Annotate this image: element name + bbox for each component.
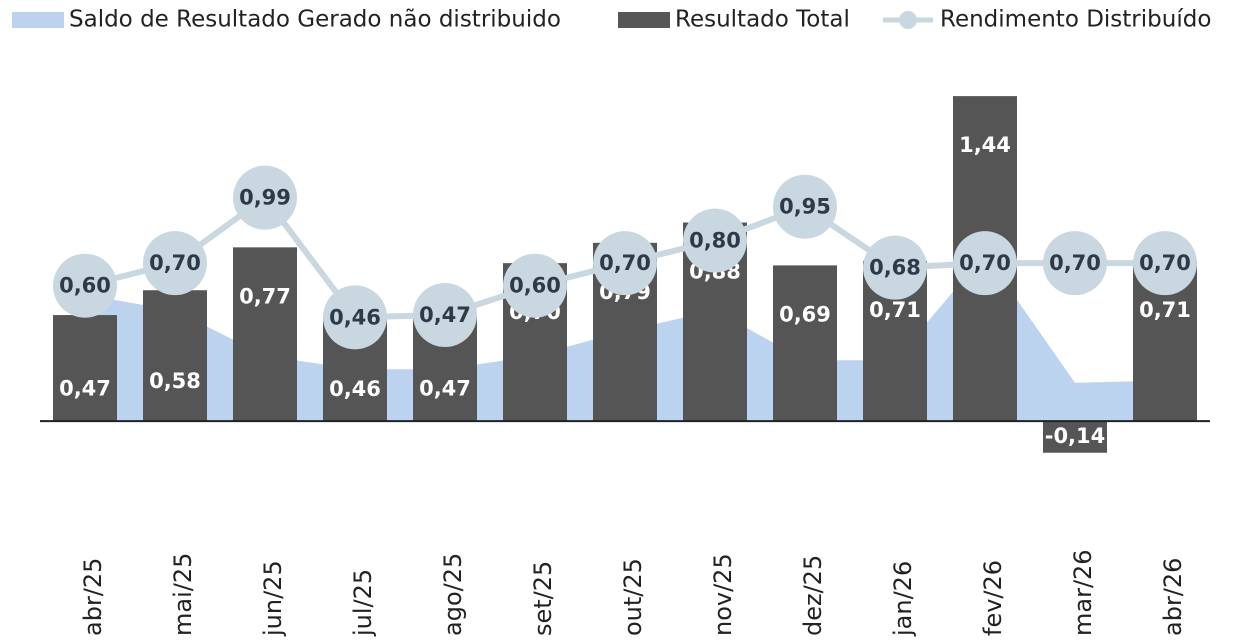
bar-label: 0,47 [59,376,111,400]
legend-label: Rendimento Distribuído [940,7,1211,33]
line-marker [503,253,567,318]
bar-label: 0,71 [1139,298,1191,322]
x-tick-label: nov/25 [709,553,737,636]
legend-swatch [618,12,670,28]
line-marker [143,231,207,296]
x-tick-label: jan/26 [889,561,917,637]
line-label: 0,95 [779,195,831,219]
line-label: 0,70 [1049,251,1101,275]
bar [233,247,297,422]
bar-label: 0,58 [149,369,201,393]
x-tick-label: out/25 [619,558,647,636]
line-marker [593,231,657,296]
line-marker [683,208,747,273]
bar-label: 1,44 [959,133,1011,157]
line-marker [1043,231,1107,296]
legend-label: Resultado Total [675,7,850,33]
line-label: 0,68 [869,256,921,280]
bar-label: -0,14 [1045,424,1106,448]
line-label: 0,80 [689,229,741,253]
line-marker [1133,231,1197,296]
line-label: 0,46 [329,305,381,329]
legend-label: Saldo de Resultado Gerado não distribuid… [69,7,561,33]
line-label: 0,47 [419,303,471,327]
line-marker [323,285,387,350]
line-marker [953,231,1017,296]
bar [53,315,117,422]
x-tick-label: jun/25 [259,560,287,637]
line-marker [413,283,477,348]
line-marker [53,253,117,318]
x-tick-label: abr/25 [79,558,107,636]
line-label: 0,70 [599,251,651,275]
bar [143,290,207,422]
x-tick-label: dez/25 [799,555,827,636]
line-label: 0,70 [1139,251,1191,275]
bar [1043,421,1107,453]
line-label: 0,60 [59,274,111,298]
bar-label: 0,47 [419,376,471,400]
x-tick-label: set/25 [529,561,557,636]
legend-swatch [12,12,64,28]
line-label: 0,70 [149,251,201,275]
bar-label: 0,77 [239,284,291,308]
x-tick-label: fev/26 [979,560,1007,636]
bar-label: 0,71 [869,298,921,322]
line-label: 0,99 [239,186,291,210]
x-tick-label: mar/26 [1069,549,1097,636]
x-tick-label: jul/25 [349,569,377,637]
line-marker [233,165,297,230]
line-label: 0,70 [959,251,1011,275]
line-marker [773,174,837,239]
x-tick-label: abr/26 [1159,558,1187,636]
legend-marker [899,11,917,29]
line-marker [863,235,927,300]
bar [773,265,837,422]
x-tick-label: mai/25 [169,553,197,636]
line-label: 0,60 [509,274,561,298]
bar-label: 0,69 [779,302,831,326]
x-tick-label: ago/25 [439,553,467,636]
bar-label: 0,46 [329,377,381,401]
